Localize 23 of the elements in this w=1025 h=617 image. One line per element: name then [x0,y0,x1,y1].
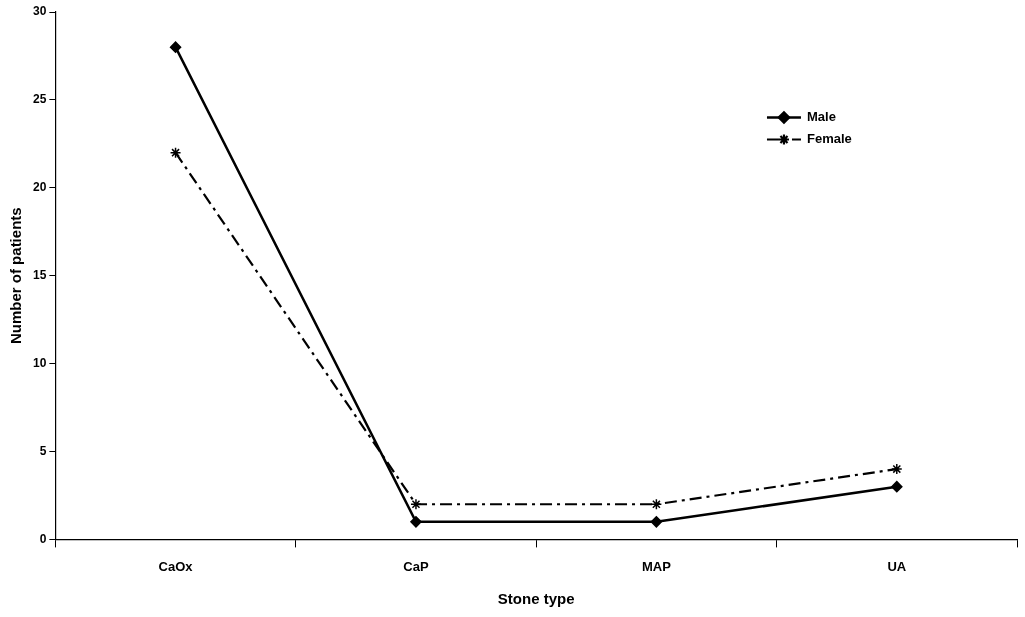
x-axis-title: Stone type [497,590,575,608]
point [650,498,663,510]
y-tick-label: 25 [32,92,47,107]
point [169,146,182,159]
x-tick-label: MAP [641,558,672,574]
point [169,41,182,53]
legend-label: Female [806,131,852,147]
x-tick-label: UA [887,558,907,574]
point [650,516,663,528]
y-tick-label: 5 [39,443,47,458]
y-tick-label: 0 [39,531,47,546]
point [891,480,903,493]
y-tick-label: 10 [32,355,47,370]
legend-label: Male [806,109,836,125]
y-tick-label: 20 [32,180,47,195]
x-tick-label: CaOx [158,558,194,574]
y-tick-label: 15 [32,268,47,283]
y-tick-label: 30 [32,4,47,19]
point [410,498,422,510]
y-axis-title: Number of patients [7,207,25,345]
point [410,516,422,528]
point [891,463,903,475]
x-tick-label: CaP [403,558,429,574]
